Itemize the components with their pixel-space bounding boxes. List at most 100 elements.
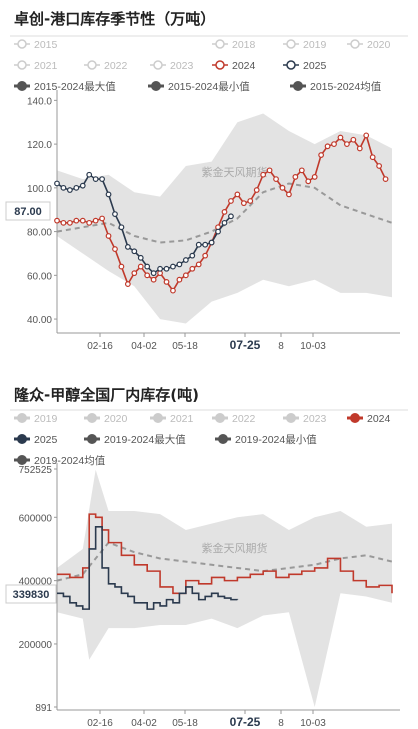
- data-point-2024: [344, 141, 350, 148]
- data-point-2025: [163, 265, 170, 272]
- legend-marker: [87, 60, 97, 70]
- legend-marker: [215, 39, 225, 49]
- data-point-2025: [182, 257, 189, 263]
- data-point-2024: [54, 217, 60, 224]
- data-point-2024: [382, 176, 389, 183]
- legend-marker: [17, 434, 27, 444]
- data-point-2024: [79, 217, 86, 224]
- data-point-2025: [215, 228, 221, 235]
- data-point-2025: [195, 241, 202, 248]
- y-tick-label: 400000: [19, 577, 53, 588]
- current-value-label: 339830: [13, 589, 50, 601]
- x-tick-label: 05-18: [172, 341, 198, 352]
- range-band: [57, 113, 392, 324]
- chart1-plot-area: 140.0 120.0 100.0 80.00 60.00 40.00 02-16 04-02…: [5, 90, 400, 352]
- y-tick-label: 100.0: [27, 184, 52, 195]
- legend-item: 2019: [14, 413, 58, 425]
- data-point-2024: [356, 145, 363, 152]
- data-point-2024: [99, 215, 105, 222]
- legend-label: 2019-2024均值: [34, 454, 106, 467]
- legend-item: 2015-2024最大值: [14, 80, 116, 93]
- data-point-2025: [54, 180, 60, 187]
- y-tick-label: 80.00: [27, 228, 52, 239]
- legend-label: 2015-2024最大值: [34, 80, 116, 93]
- data-point-2024: [234, 191, 241, 198]
- x-tick-label: 04-02: [131, 341, 157, 352]
- data-point-2025: [118, 224, 125, 231]
- legend-item: 2022: [84, 60, 128, 72]
- legend-item: 2015: [14, 39, 58, 51]
- data-point-2024: [292, 174, 299, 180]
- chart2-plot-area: 752525 600000 400000 200000 891 02-16 04-02 05-…: [5, 463, 400, 729]
- x-tick-label: 07-25: [230, 715, 261, 729]
- legend-marker: [151, 81, 161, 91]
- y-tick-label: 752525: [19, 465, 53, 476]
- legend-item: 2025: [14, 434, 58, 446]
- legend-label: 2025: [303, 60, 327, 72]
- legend-item: 2024: [347, 413, 391, 425]
- data-point-2024: [350, 136, 357, 143]
- legend-item: 2022: [212, 413, 256, 425]
- legend-marker: [153, 413, 163, 423]
- data-point-2024: [376, 163, 383, 169]
- data-point-2025: [105, 191, 112, 198]
- legend-label: 2015-2024最小值: [168, 80, 250, 93]
- y-tick-label: 140.0: [27, 96, 52, 107]
- data-point-2025: [92, 176, 99, 183]
- data-point-2024: [137, 263, 144, 270]
- legend-label: 2019-2024最大值: [104, 433, 186, 446]
- x-tick-label: 05-18: [172, 718, 198, 729]
- x-tick-label: 8: [278, 341, 284, 352]
- x-tick-label: 10-03: [300, 718, 326, 729]
- data-point-2025: [221, 219, 228, 226]
- data-point-2024: [253, 187, 260, 193]
- data-point-2024: [240, 200, 247, 207]
- data-point-2024: [112, 246, 118, 252]
- current-value-label: 87.00: [14, 206, 42, 218]
- range-band: [57, 469, 392, 707]
- legend-item: 2024: [212, 60, 256, 72]
- data-point-2024: [228, 198, 234, 204]
- legend-marker: [350, 413, 360, 423]
- data-point-2024: [92, 217, 99, 224]
- watermark: 紫金天风期货: [202, 541, 268, 555]
- legend-marker: [350, 39, 360, 49]
- legend-item: 2021: [14, 60, 58, 72]
- data-point-2024: [305, 178, 312, 185]
- data-point-2025: [202, 241, 209, 248]
- y-tick-label: 600000: [19, 513, 53, 524]
- legend-marker: [293, 81, 303, 91]
- current-value-box: [5, 584, 57, 604]
- series-line-2024: [56, 133, 387, 293]
- legend-item: 2023: [150, 60, 194, 72]
- legend-marker: [286, 39, 296, 49]
- x-tick-label: 02-16: [87, 341, 113, 352]
- legend-item: 2018: [212, 39, 256, 51]
- x-tick-label: 02-16: [87, 718, 113, 729]
- data-point-2024: [163, 278, 170, 285]
- data-point-2024: [189, 265, 196, 272]
- legend-label: 2018: [232, 39, 256, 51]
- legend-item: 2020: [84, 413, 128, 425]
- chart1-legend: 2015 2018 2019 2020 2021 2022 2023 2024 2025 2015…: [14, 39, 391, 93]
- data-point-2024: [273, 176, 279, 183]
- y-tick-label: 40.00: [27, 315, 52, 326]
- data-point-2024: [131, 270, 138, 277]
- legend-label: 2019: [34, 413, 58, 425]
- data-point-2025: [112, 211, 118, 217]
- data-point-2024: [363, 132, 370, 139]
- legend-marker: [17, 413, 27, 423]
- data-point-2024: [144, 272, 151, 279]
- series-line-2024: [57, 513, 393, 595]
- legend-item: 2019-2024最大值: [84, 433, 186, 446]
- data-point-2025: [60, 184, 67, 191]
- legend-marker: [286, 413, 296, 423]
- data-point-2024: [176, 276, 183, 283]
- data-point-2024: [105, 233, 112, 239]
- legend-item: 2021: [150, 413, 194, 425]
- current-value-badge: 339830: [5, 584, 57, 604]
- y-tick-label: 60.00: [27, 271, 52, 282]
- legend-marker: [87, 434, 97, 444]
- legend-marker: [17, 81, 27, 91]
- legend-marker: [215, 413, 225, 423]
